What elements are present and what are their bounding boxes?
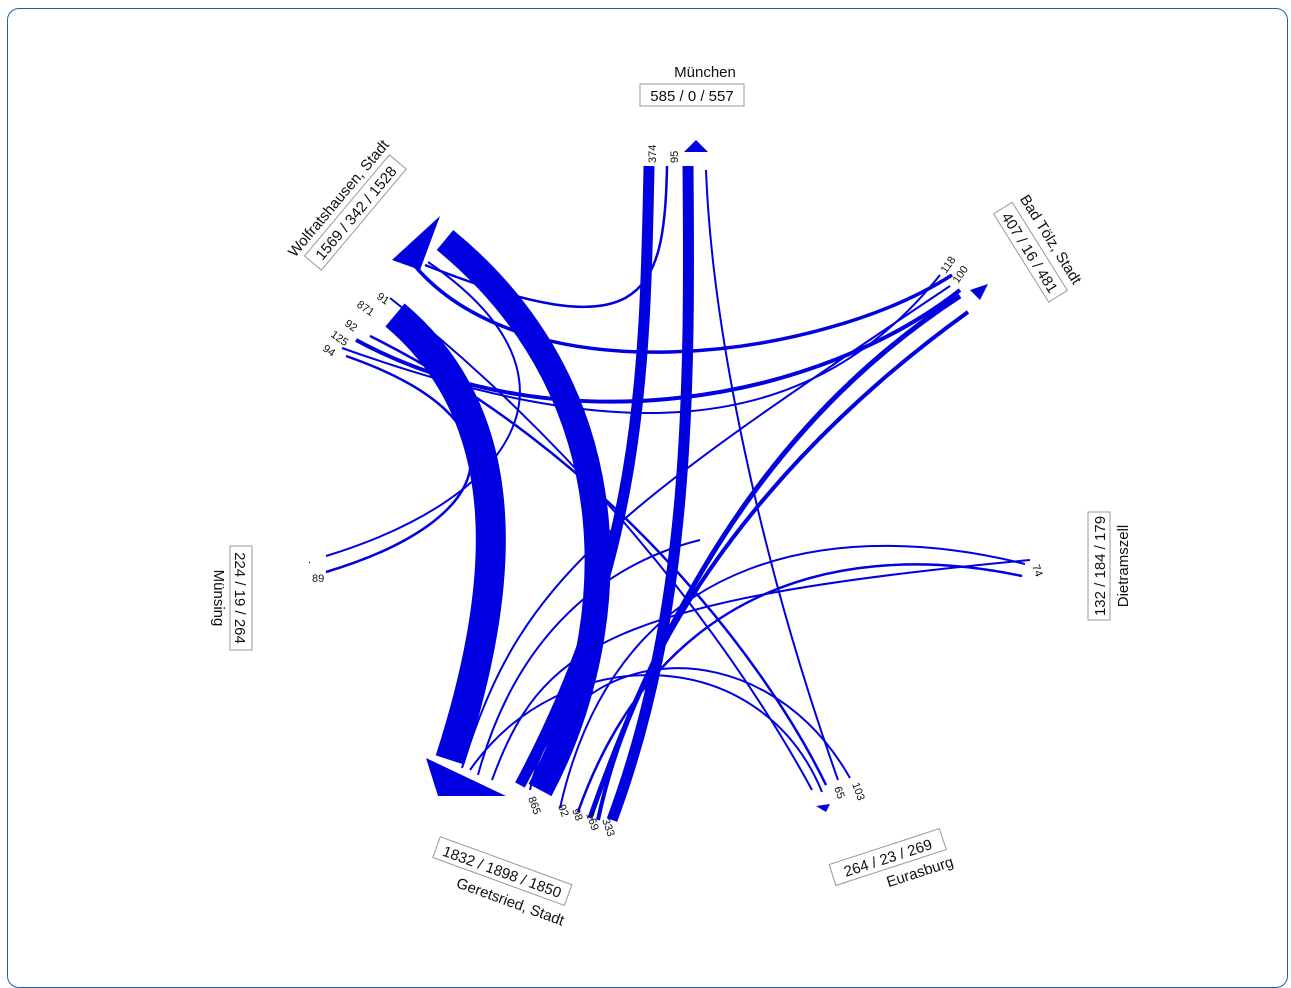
flow-value: 98 — [569, 807, 584, 823]
flow-value: 92 — [555, 803, 570, 819]
flow-value: 91 — [374, 291, 391, 308]
flow-value: 103 — [849, 781, 867, 802]
node-stats: 585 / 0 / 557 — [650, 88, 733, 105]
flow-muenchen-wolfratshausen — [424, 165, 669, 309]
arrow-badtoelz — [970, 284, 988, 300]
flow-eurasburg-geretsried — [529, 667, 851, 791]
node-dietramszell: 132 / 184 / 179 Dietramszell — [1087, 511, 1132, 621]
node-stats: 132 / 184 / 179 — [1092, 516, 1109, 616]
flow-value: 65 — [831, 785, 846, 801]
flow-geretsried-wolfratshausen — [436, 229, 611, 797]
node-wolfratshausen: Wolfratshausen, Stadt 1569 / 342 / 1528 — [285, 136, 407, 271]
flow-value: 95 — [669, 151, 681, 163]
flow-geretsried-thin-1 — [461, 285, 951, 769]
node-stats: 224 / 19 / 264 — [231, 552, 248, 644]
arrow-geretsried — [426, 758, 506, 796]
flow-value: 169 — [583, 811, 601, 832]
node-muenchen: München 585 / 0 / 557 374 95 — [639, 64, 745, 163]
node-name: Münsing — [210, 570, 227, 627]
flow-diagram: München 585 / 0 / 557 374 95 Bad Tölz, S… — [210, 64, 1132, 930]
flow-muensing-wolfratshausen — [325, 354, 473, 574]
arrow-muenchen — [684, 140, 708, 152]
flow-geretsried-thin-2 — [477, 539, 701, 776]
node-muensing: 224 / 19 / 264 Münsing — [210, 545, 253, 651]
node-badtoelz: Bad Tölz, Stadt 407 / 16 / 481 — [992, 192, 1085, 303]
flow-wolfratshausen-badtoelz — [408, 258, 953, 354]
flow-value: 333 — [599, 817, 617, 838]
flow-wolfratshausen-geretsried — [385, 303, 506, 765]
arrow-eurasburg — [816, 804, 830, 812]
flow-value: 374 — [647, 145, 659, 163]
node-name: München — [674, 64, 736, 81]
flow-value: 92 — [342, 318, 359, 335]
flow-geretsried-eurasburg — [469, 674, 823, 793]
flow-value: . — [1033, 571, 1045, 578]
flow-dietramszell-geretsried — [559, 544, 1026, 809]
arrowheads — [392, 140, 988, 812]
flow-geretsried-muenchen — [606, 165, 695, 822]
flow-value: 871 — [354, 299, 376, 319]
flow-geretsried-thin-3 — [491, 559, 1031, 781]
flow-muenchen-thin — [705, 169, 839, 781]
node-eurasburg: 264 / 23 / 269 Eurasburg — [828, 828, 956, 891]
flows — [325, 165, 1031, 822]
flow-wolfratshausen-dietramszell — [341, 274, 941, 415]
flow-value: 89 — [312, 573, 324, 585]
arrow-wolfratshausen — [392, 216, 440, 270]
flow-value: 94 — [320, 343, 337, 360]
flow-value: 74 — [1029, 563, 1044, 579]
flow-wolfratshausen-muensing — [325, 261, 521, 557]
node-geretsried: 1832 / 1898 / 1850 Geretsried, Stadt — [432, 836, 573, 930]
node-name: Dietramszell — [1115, 525, 1132, 608]
flow-geretsried-dietramszell — [576, 563, 1023, 813]
flow-geretsried-badtoelz — [596, 310, 970, 821]
flow-value: 865 — [525, 795, 543, 816]
flow-value: . — [308, 554, 311, 566]
